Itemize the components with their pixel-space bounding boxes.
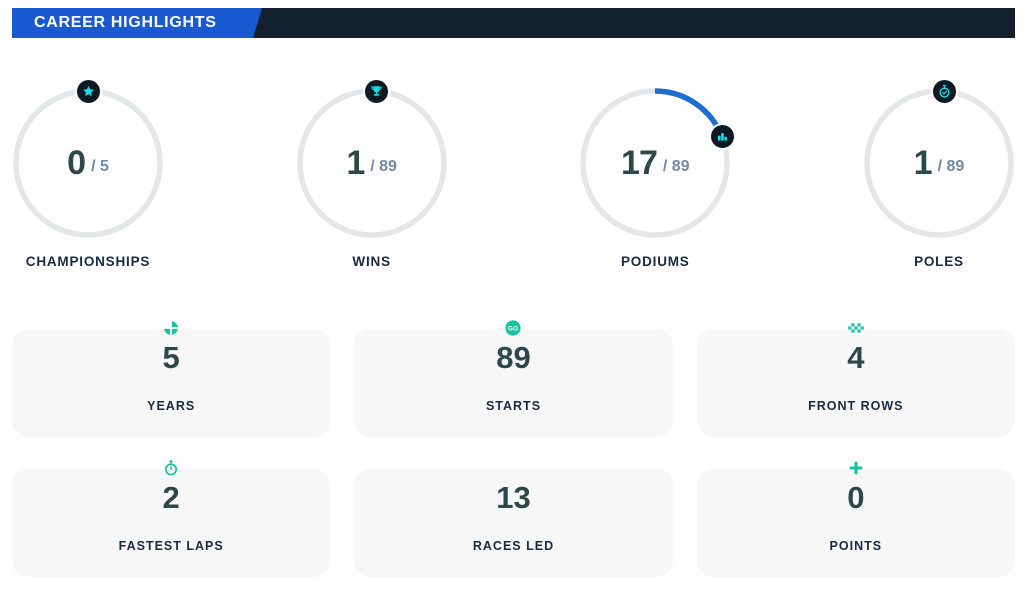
stat-card-icon xyxy=(848,460,864,476)
gauge-value-number: 0 xyxy=(67,143,86,182)
gauge-icon xyxy=(369,84,384,99)
stat-card-races-led: 13 RACES LED xyxy=(354,469,673,577)
gauge-dial: 17 / 89 xyxy=(580,88,736,238)
stat-card-value: 13 xyxy=(496,480,531,515)
gauge-dial: 1 / 89 xyxy=(864,77,1014,238)
gauge-value-total: / 5 xyxy=(91,157,109,175)
gauge-championships: 0 / 5 CHAMPIONSHIPS xyxy=(13,77,163,269)
gauge-value: 17 / 89 xyxy=(580,88,730,238)
gauge-wins: 1 / 89 WINS xyxy=(296,77,447,269)
gauge-icon xyxy=(81,84,96,99)
section-title: CAREER HIGHLIGHTS xyxy=(34,14,217,31)
stat-cards-grid: 5 YEARS GO 89 STARTS 4 FRONT ROWS 2 FAST… xyxy=(12,320,1015,577)
stat-card-years: 5 YEARS xyxy=(12,321,331,437)
gauge-value: 0 / 5 xyxy=(13,88,163,238)
stat-card-label: FASTEST LAPS xyxy=(118,539,224,553)
gauge-dial: 0 / 5 xyxy=(13,77,163,238)
gauge-ring xyxy=(580,88,731,238)
gauge-label: PODIUMS xyxy=(621,254,690,269)
gauge-value-total: / 89 xyxy=(662,157,690,175)
stat-card-icon xyxy=(163,320,179,336)
gauge-value: 1 / 89 xyxy=(864,88,1014,238)
stat-card-label: RACES LED xyxy=(472,539,555,553)
gauge-poles: 1 / 89 POLES xyxy=(864,77,1014,269)
gauge-label: CHAMPIONSHIPS xyxy=(25,254,151,269)
stat-card-label: YEARS xyxy=(147,399,196,413)
stat-card-front-rows: 4 FRONT ROWS xyxy=(696,323,1015,437)
gauges-row: 0 / 5 CHAMPIONSHIPS 1 / 89 WINS xyxy=(13,77,1014,269)
stat-card-value: 89 xyxy=(496,340,531,375)
stat-card-fastest-laps: 2 FASTEST LAPS xyxy=(12,460,331,577)
stat-card-label: STARTS xyxy=(485,399,542,413)
gauge-value-number: 17 xyxy=(621,143,658,182)
stat-card-points: 0 POINTS xyxy=(696,461,1015,577)
gauge-podiums: 17 / 89 PODIUMS xyxy=(580,88,736,269)
stat-card-starts: GO 89 STARTS xyxy=(354,320,673,437)
stat-card-icon xyxy=(848,320,864,336)
gauge-dial: 1 / 89 xyxy=(296,77,447,238)
stat-card-value: 5 xyxy=(162,340,180,375)
stat-card-icon xyxy=(163,460,179,476)
gauge-icon xyxy=(937,84,952,99)
gauge-label: POLES xyxy=(914,254,964,269)
gauge-value-number: 1 xyxy=(346,143,365,182)
stat-card-label: FRONT ROWS xyxy=(808,399,904,413)
stat-card-icon: GO xyxy=(505,320,522,336)
gauge-icon-badge xyxy=(363,77,391,105)
gauge-icon-badge xyxy=(74,77,102,105)
stat-card-value: 4 xyxy=(847,340,865,375)
gauge-value-total: / 89 xyxy=(370,157,397,175)
gauge-label: WINS xyxy=(352,254,391,269)
section-header-bar xyxy=(253,8,1015,38)
gauge-value-number: 1 xyxy=(913,143,933,182)
gauge-icon-badge xyxy=(708,123,736,151)
svg-text:GO: GO xyxy=(509,326,519,333)
gauge-value: 1 / 89 xyxy=(297,88,447,238)
stat-card-label: POINTS xyxy=(829,539,883,553)
gauge-icon-badge xyxy=(930,77,958,105)
gauge-icon xyxy=(715,129,730,144)
stat-card-value: 0 xyxy=(847,480,865,515)
stat-card-value: 2 xyxy=(162,480,180,515)
gauge-value-total: / 89 xyxy=(937,157,965,175)
